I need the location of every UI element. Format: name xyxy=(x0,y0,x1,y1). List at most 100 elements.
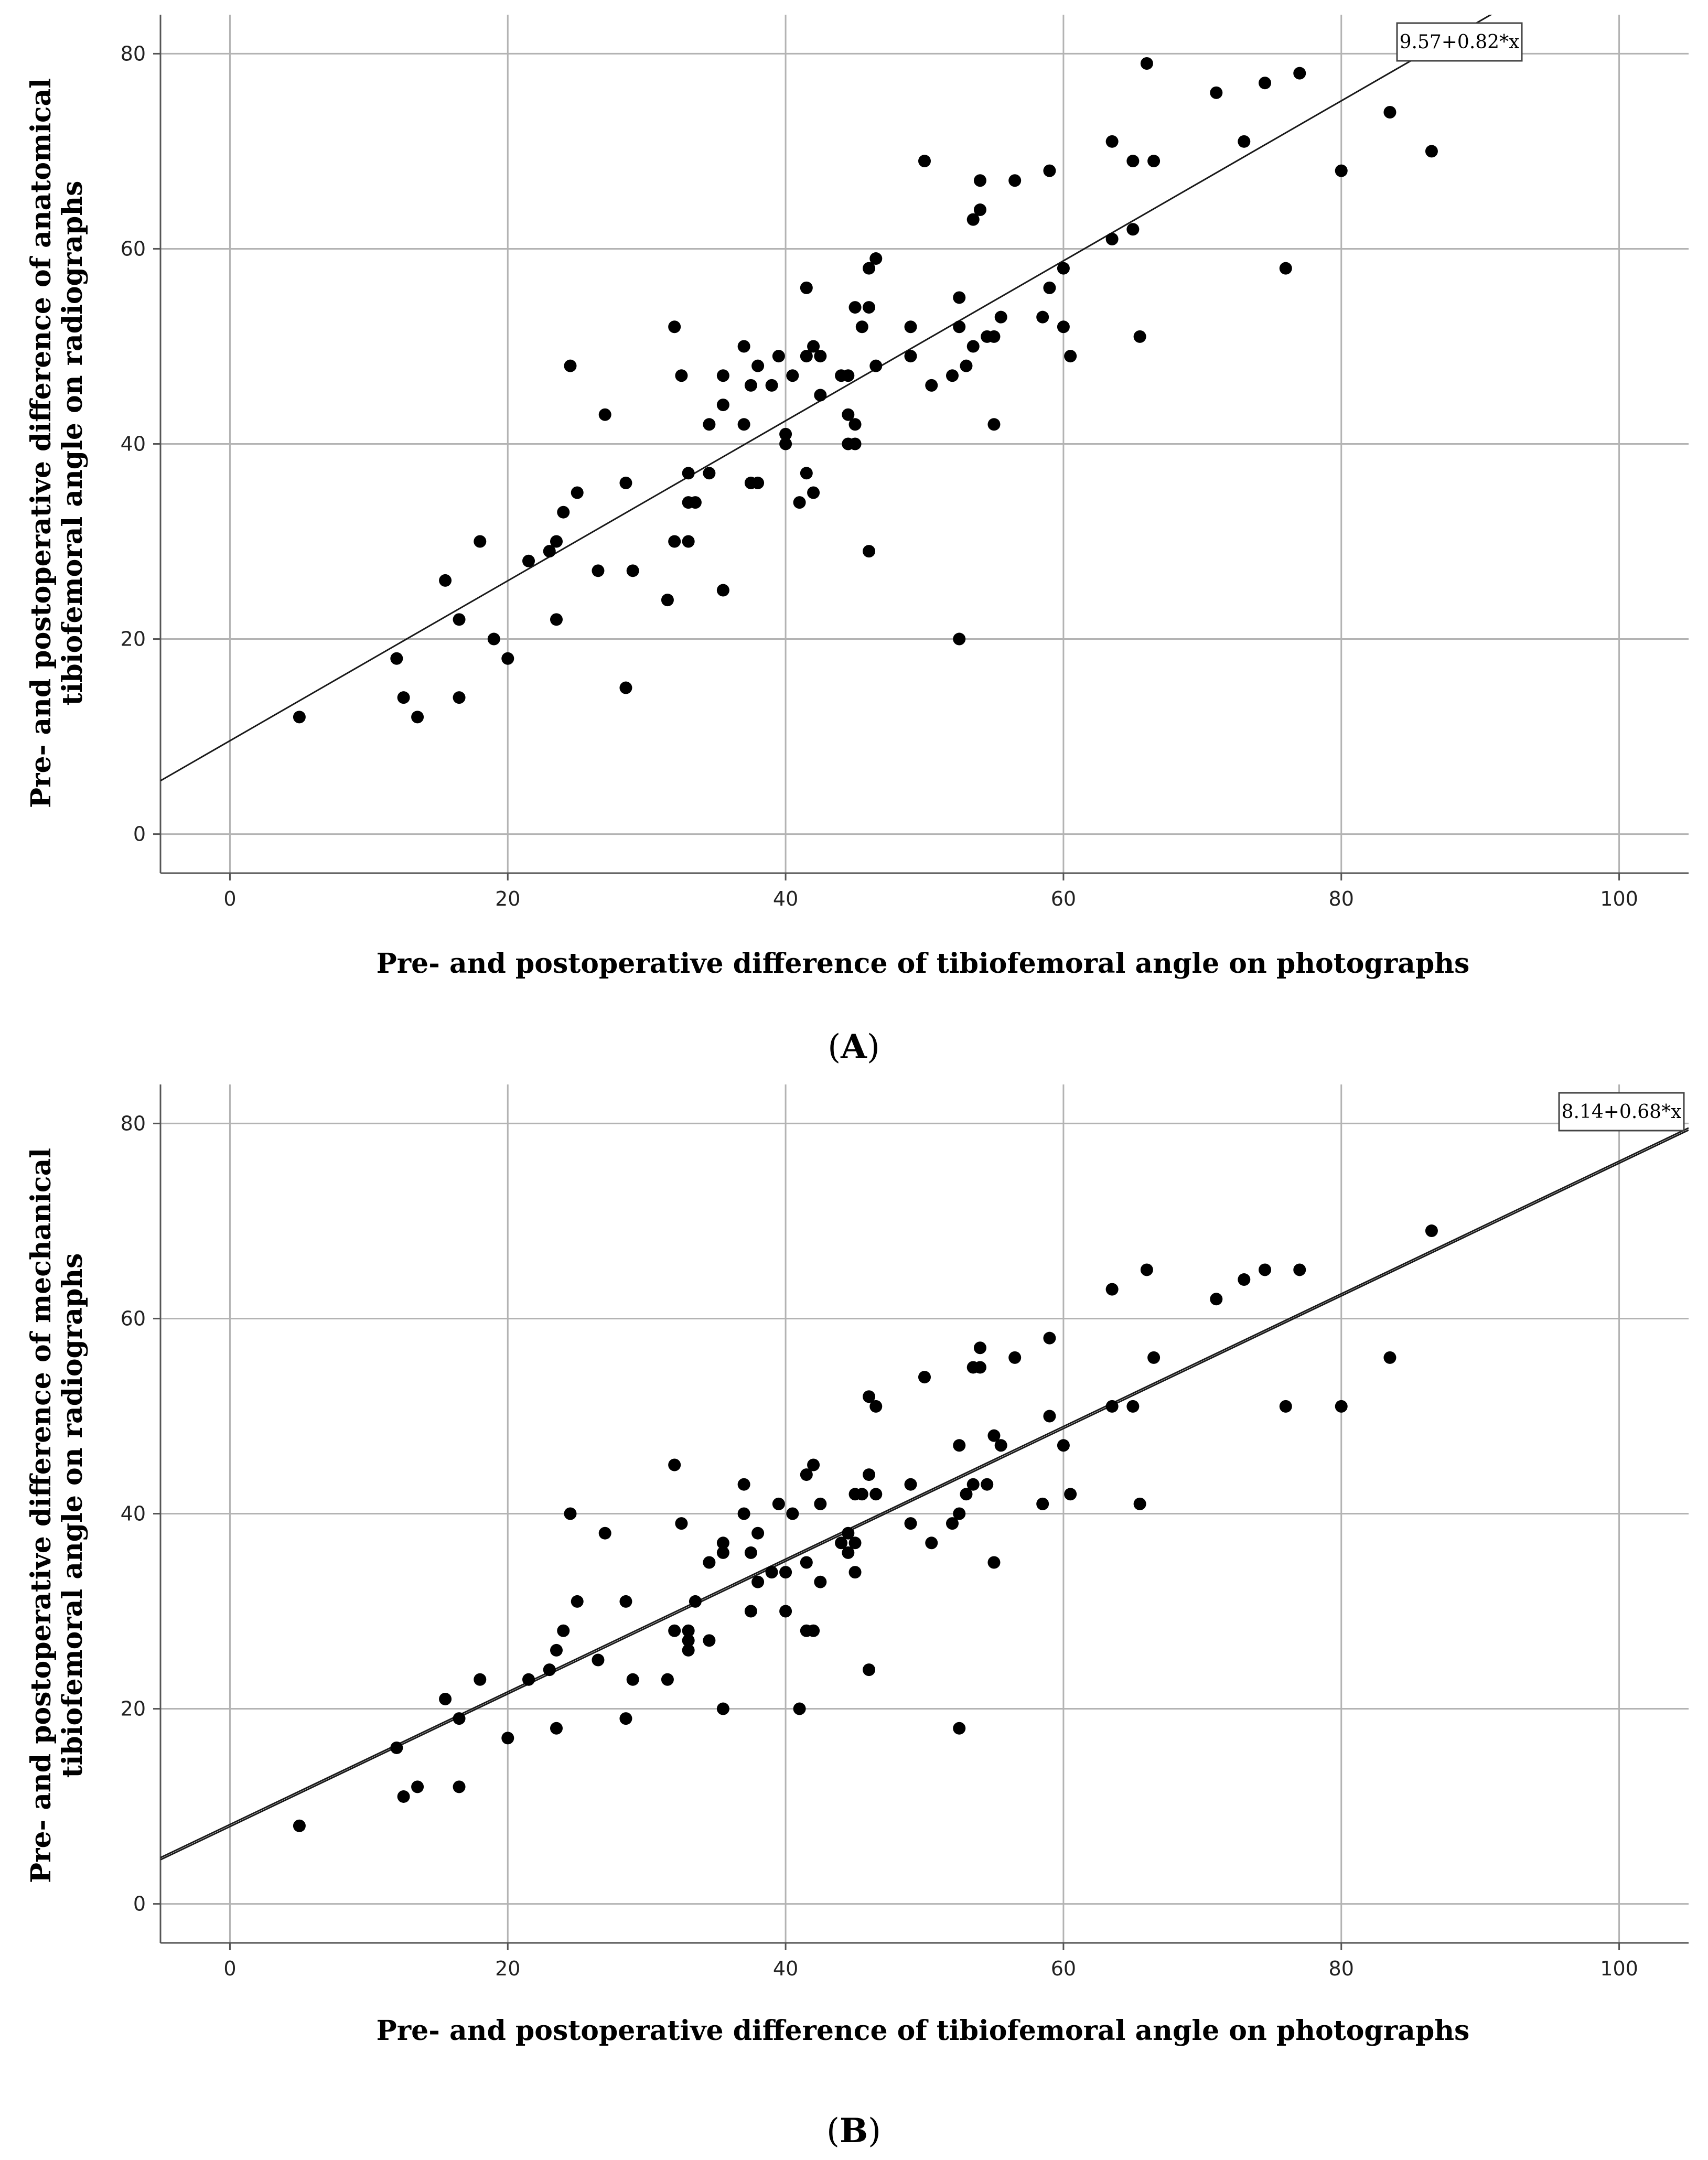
data-point xyxy=(848,1536,862,1550)
data-point xyxy=(1259,1263,1272,1276)
data-point xyxy=(800,281,813,294)
x-tick-label: 40 xyxy=(773,887,798,910)
data-point xyxy=(981,1478,994,1491)
data-point xyxy=(522,554,535,567)
data-point xyxy=(474,1673,487,1686)
data-point xyxy=(744,1605,757,1618)
data-point xyxy=(1043,164,1056,177)
data-point xyxy=(1335,1400,1348,1413)
data-point xyxy=(918,1371,931,1384)
data-point xyxy=(793,1702,806,1715)
data-point xyxy=(1057,320,1070,334)
data-point xyxy=(786,369,799,382)
data-point xyxy=(716,1702,729,1715)
panel-b-ylabel-line1: Pre- and postoperative difference of mec… xyxy=(25,1148,57,1883)
data-point xyxy=(626,564,639,577)
data-point xyxy=(453,613,466,626)
data-point xyxy=(682,1634,695,1647)
data-point xyxy=(682,467,695,480)
data-point xyxy=(869,252,883,265)
data-point xyxy=(501,1732,514,1745)
data-point xyxy=(411,1780,424,1793)
data-point xyxy=(550,613,563,626)
data-point xyxy=(474,535,487,548)
fit-equation-box xyxy=(1396,22,1523,62)
data-point xyxy=(1259,77,1272,90)
data-point xyxy=(800,1556,813,1569)
data-point xyxy=(716,1546,729,1559)
data-point xyxy=(848,301,862,314)
data-point xyxy=(293,1819,306,1832)
y-tick-label: 40 xyxy=(121,433,146,456)
data-point xyxy=(814,350,827,363)
regression-line xyxy=(160,1129,1689,1861)
x-tick-label: 60 xyxy=(1051,1957,1076,1980)
data-point xyxy=(737,1507,750,1520)
data-point xyxy=(689,1595,702,1608)
data-point xyxy=(925,379,938,392)
regression-line xyxy=(160,15,1492,782)
x-tick-label: 60 xyxy=(1051,887,1076,910)
y-tick-label: 60 xyxy=(121,237,146,260)
data-point xyxy=(571,1595,584,1608)
data-point xyxy=(571,486,584,499)
data-point xyxy=(737,1478,750,1491)
data-point xyxy=(855,320,868,334)
data-point xyxy=(1008,1351,1022,1364)
data-point xyxy=(848,1566,862,1579)
data-point xyxy=(453,1780,466,1793)
data-point xyxy=(543,545,556,558)
x-tick-label: 0 xyxy=(223,1957,236,1980)
y-tick-label: 60 xyxy=(121,1307,146,1330)
data-point xyxy=(925,1536,938,1550)
data-point xyxy=(960,359,973,372)
data-point xyxy=(953,1439,966,1452)
data-point xyxy=(946,1517,959,1530)
data-point xyxy=(842,408,855,421)
data-point xyxy=(779,1605,792,1618)
data-point xyxy=(716,399,729,412)
data-point xyxy=(1126,223,1140,236)
data-point xyxy=(390,652,403,665)
data-point xyxy=(1293,1263,1306,1276)
data-point xyxy=(1043,281,1056,294)
data-point xyxy=(668,1624,681,1637)
data-point xyxy=(557,1624,570,1637)
data-point xyxy=(904,320,917,334)
data-point xyxy=(703,1556,716,1569)
data-point xyxy=(592,1653,605,1667)
panel-b-xlabel: Pre- and postoperative difference of tib… xyxy=(377,2015,1470,2047)
y-tick-label: 20 xyxy=(121,1697,146,1721)
data-point xyxy=(550,1722,563,1735)
data-point xyxy=(960,1488,973,1501)
x-tick-label: 40 xyxy=(773,1957,798,1980)
data-point xyxy=(501,652,514,665)
x-tick-label: 100 xyxy=(1600,1957,1638,1980)
data-point xyxy=(682,1643,695,1657)
data-point xyxy=(453,1712,466,1725)
data-point xyxy=(918,155,931,168)
data-point xyxy=(848,437,862,450)
data-point xyxy=(835,1536,848,1550)
data-point xyxy=(973,203,986,217)
data-point xyxy=(737,340,750,353)
data-point xyxy=(439,574,452,587)
y-tick-label: 0 xyxy=(133,1893,146,1916)
panel-b-label-letter: B xyxy=(840,2111,868,2151)
data-point xyxy=(807,340,820,353)
data-point xyxy=(1126,155,1140,168)
data-point xyxy=(1238,135,1251,148)
data-point xyxy=(716,1536,729,1550)
data-point xyxy=(751,1527,765,1540)
data-point xyxy=(779,427,792,440)
data-point xyxy=(661,594,674,607)
data-point xyxy=(814,1575,827,1588)
data-point xyxy=(772,1497,785,1510)
data-point xyxy=(842,1527,855,1540)
data-point xyxy=(626,1673,639,1686)
data-point xyxy=(863,1663,876,1677)
data-point xyxy=(973,174,986,187)
regression-line xyxy=(160,1127,1689,1858)
data-point xyxy=(863,545,876,558)
panel-b-chart: 0 20 40 60 80 100 0 20 40 60 80 8.14+0.68*x xyxy=(121,1084,1689,1980)
